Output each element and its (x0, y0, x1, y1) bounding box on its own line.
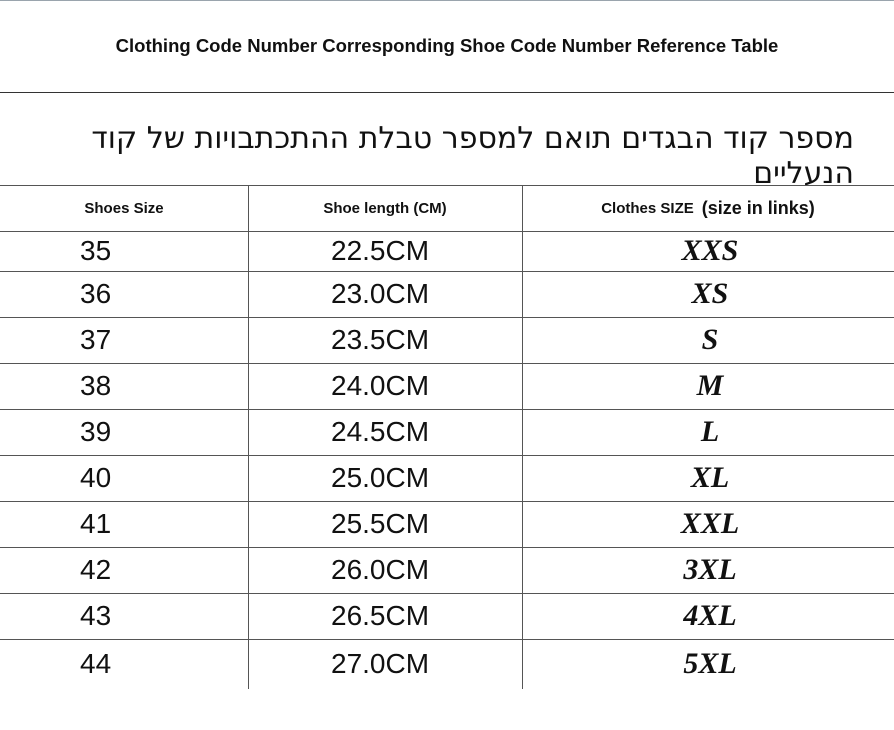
shoe-size: 38 (80, 370, 112, 401)
clothes-size: XXL (680, 507, 740, 540)
header-cell: Clothes SIZE (size in links) (522, 185, 894, 231)
row-border (0, 547, 894, 548)
row-border (0, 639, 894, 640)
shoe-length: 23.5CM (331, 324, 430, 355)
row-border (0, 409, 894, 410)
row-border (0, 185, 894, 186)
shoe-size: 36 (80, 278, 112, 309)
clothes-size: L (700, 415, 720, 448)
clothes-size: S (701, 323, 719, 356)
subtitle: מספר קוד הבגדים תואם למספר טבלת ההתכתבוי… (91, 121, 854, 191)
shoe-size: 40 (80, 462, 112, 493)
row-border (0, 231, 894, 232)
header-cell: Shoes Size (84, 199, 164, 217)
shoe-length: 23.0CM (331, 278, 430, 309)
clothes-size: 4XL (683, 599, 737, 632)
shoe-length: 24.5CM (331, 416, 430, 447)
shoe-length: 25.0CM (331, 462, 430, 493)
shoe-size: 41 (80, 508, 112, 539)
row-border (0, 455, 894, 456)
shoe-length: 24.0CM (331, 370, 430, 401)
shoe-length: 25.5CM (331, 508, 430, 539)
row-border (0, 271, 894, 272)
header-text: Clothes SIZE (601, 199, 694, 217)
clothes-size: XS (691, 277, 729, 310)
row-border (0, 317, 894, 318)
shoe-size: 37 (80, 324, 112, 355)
shoe-length: 22.5CM (331, 235, 430, 266)
divider (0, 92, 894, 93)
row-border (0, 593, 894, 594)
column-border (248, 185, 249, 689)
shoe-size: 35 (80, 235, 112, 266)
shoe-size: 39 (80, 416, 112, 447)
size-table: Shoes Size Shoe length (CM) Clothes SIZE (s… (0, 185, 894, 689)
header-note: (size in links) (701, 197, 815, 218)
clothes-size: XXS (681, 234, 739, 267)
clothes-size: 5XL (683, 647, 737, 680)
shoe-size: 43 (80, 600, 112, 631)
row-border (0, 363, 894, 364)
column-border (522, 185, 523, 689)
shoe-length: 27.0CM (331, 648, 430, 679)
clothes-size: 3XL (683, 553, 737, 586)
clothes-size: XL (690, 461, 730, 494)
shoe-length: 26.5CM (331, 600, 430, 631)
header-cell: Shoe length (CM) (323, 199, 447, 217)
shoe-size: 44 (80, 648, 112, 679)
clothes-size: M (696, 369, 724, 402)
shoe-size: 42 (80, 554, 112, 585)
shoe-length: 26.0CM (331, 554, 430, 585)
title: Clothing Code Number Corresponding Shoe … (115, 35, 779, 56)
row-border (0, 501, 894, 502)
